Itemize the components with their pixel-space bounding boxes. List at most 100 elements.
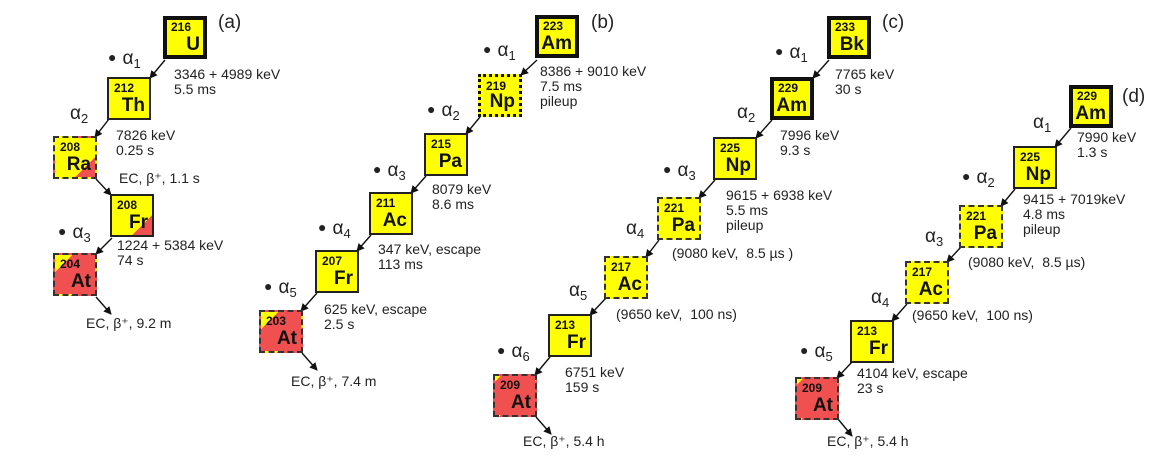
decay-info: (9080 keV, 8.5 µs ) — [672, 245, 794, 261]
correlated-dot-icon: ● — [497, 342, 506, 358]
decay-info: (9650 keV, 100 ns) — [912, 307, 1033, 323]
alpha-index: 5 — [289, 285, 297, 300]
nuclide-np-219: 219 Np — [478, 74, 522, 117]
mass-number: 213 — [857, 324, 878, 338]
decay-arrow — [946, 246, 962, 263]
mass-number: 212 — [114, 81, 135, 95]
alpha-label: α4 — [626, 218, 644, 241]
element-symbol: Th — [121, 95, 145, 116]
mass-number: 217 — [611, 260, 632, 274]
mass-number: 223 — [543, 19, 564, 33]
mass-number: 219 — [486, 79, 507, 93]
correlated-dot-icon: ● — [318, 219, 327, 235]
alpha-symbol: α — [332, 218, 344, 239]
alpha-index: 4 — [881, 295, 890, 310]
alpha-symbol: α — [122, 48, 134, 69]
alpha-label: ● α2 — [962, 167, 995, 190]
decay-info: 347 keV, escape 113 ms — [378, 241, 482, 272]
correlated-dot-icon: ● — [108, 49, 117, 65]
alpha-index: 5 — [825, 349, 833, 364]
nuclide-fr-208: 208 Fr — [110, 194, 154, 237]
nuclide-at-209: 209 At — [493, 374, 537, 417]
decay-arrow — [812, 59, 830, 79]
mass-number: 217 — [912, 265, 933, 279]
decay-info: (9650 keV, 100 ns) — [616, 306, 737, 322]
mass-number: 211 — [376, 196, 396, 210]
element-symbol: At — [70, 271, 91, 292]
mass-number: 208 — [117, 198, 138, 212]
nuclide-pa-221: 221 Pa — [657, 197, 701, 240]
nuclide-at-204: 204 At — [53, 253, 97, 296]
decay-arrow — [95, 178, 112, 196]
nuclide-ac-211: 211 Ac — [369, 192, 413, 235]
decay-arrow — [410, 175, 427, 194]
element-symbol: Am — [1075, 103, 1106, 124]
panel-label: (d) — [1122, 86, 1146, 107]
mass-number: 209 — [802, 381, 823, 395]
alpha-symbol: α — [511, 341, 523, 362]
correlated-dot-icon: ● — [483, 41, 492, 57]
panel-label: (b) — [591, 12, 615, 33]
alpha-symbol: α — [871, 287, 882, 308]
nuclide-np-225: 225 Np — [1013, 146, 1057, 189]
alpha-label: ● α1 — [483, 40, 516, 63]
element-symbol: Fr — [567, 332, 586, 353]
alpha-index: 5 — [579, 288, 588, 303]
alpha-label: ● α1 — [775, 42, 808, 65]
correlated-dot-icon: ● — [775, 43, 784, 59]
nuclide-at-209: 209 At — [795, 377, 839, 420]
element-symbol: U — [186, 34, 200, 55]
mass-number: 207 — [322, 254, 343, 268]
element-symbol: Am — [541, 33, 572, 54]
decay-arrow — [534, 356, 551, 376]
decay-info: EC, β⁺, 7.4 m — [291, 373, 377, 389]
correlated-dot-icon: ● — [427, 101, 436, 117]
element-symbol: Bk — [839, 34, 864, 55]
decay-info: 625 keV, escape 2.5 s — [324, 301, 428, 332]
nuclide-pa-215: 215 Pa — [424, 133, 468, 176]
decay-info: 4104 keV, escape 23 s — [857, 365, 968, 396]
nuclide-ac-217: 217 Ac — [604, 256, 648, 299]
element-symbol: At — [812, 395, 833, 416]
nuclide-bk-233: 233 Bk — [827, 16, 871, 59]
correlated-dot-icon: ● — [663, 161, 672, 177]
decay-arrow — [300, 292, 318, 312]
alpha-label: ● α2 — [427, 100, 460, 123]
decay-arrow — [149, 59, 166, 79]
alpha-index: 4 — [343, 226, 351, 241]
alpha-label: ● α1 — [108, 48, 141, 71]
correlated-dot-icon: ● — [800, 342, 809, 358]
decay-info: 6751 keV 159 s — [565, 364, 625, 395]
nuclide-ra-208: 208 Ra — [53, 136, 97, 179]
nuclide-u-216: 216 U — [163, 16, 207, 59]
mass-number: 213 — [555, 318, 576, 332]
decay-info: 1224 + 5384 keV 74 s — [117, 237, 224, 268]
decay-arrow — [698, 179, 716, 199]
alpha-symbol: α — [1033, 112, 1044, 133]
alpha-symbol: α — [70, 103, 81, 124]
decay-arrow — [95, 296, 112, 315]
decay-info: EC, β⁺, 5.4 h — [523, 433, 605, 449]
decay-info: 7990 keV 1.3 s — [1077, 129, 1137, 160]
alpha-index: 3 — [398, 168, 406, 183]
alpha-index: 3 — [935, 234, 944, 249]
decay-arrow — [535, 416, 552, 435]
alpha-index: 1 — [1043, 120, 1052, 135]
alpha-label: ● α3 — [58, 222, 91, 245]
alpha-symbol: α — [976, 167, 988, 188]
alpha-symbol: α — [441, 100, 453, 121]
nuclide-pa-221: 221 Pa — [959, 205, 1003, 248]
decay-info: 7826 keV 0.25 s — [116, 127, 176, 158]
alpha-label: ● α5 — [800, 341, 833, 364]
decay-arrow — [1054, 127, 1072, 148]
alpha-index: 3 — [688, 168, 696, 183]
nuclide-am-229: 229 Am — [770, 77, 814, 120]
decay-info: 7765 keV 30 s — [835, 66, 895, 97]
correlated-dot-icon: ● — [58, 223, 67, 239]
mass-number: 216 — [171, 20, 192, 34]
nuclide-th-212: 212 Th — [107, 77, 151, 120]
mass-number: 204 — [60, 257, 81, 271]
decay-arrow — [95, 237, 113, 255]
alpha-label: ● α3 — [373, 160, 406, 183]
mass-number: 229 — [778, 81, 799, 95]
